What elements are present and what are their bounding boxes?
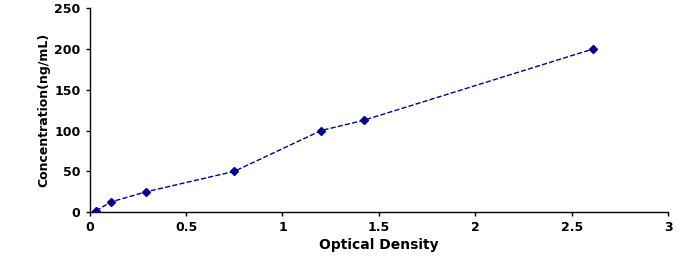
X-axis label: Optical Density: Optical Density bbox=[319, 238, 439, 252]
Y-axis label: Concentration(ng/mL): Concentration(ng/mL) bbox=[37, 33, 50, 187]
